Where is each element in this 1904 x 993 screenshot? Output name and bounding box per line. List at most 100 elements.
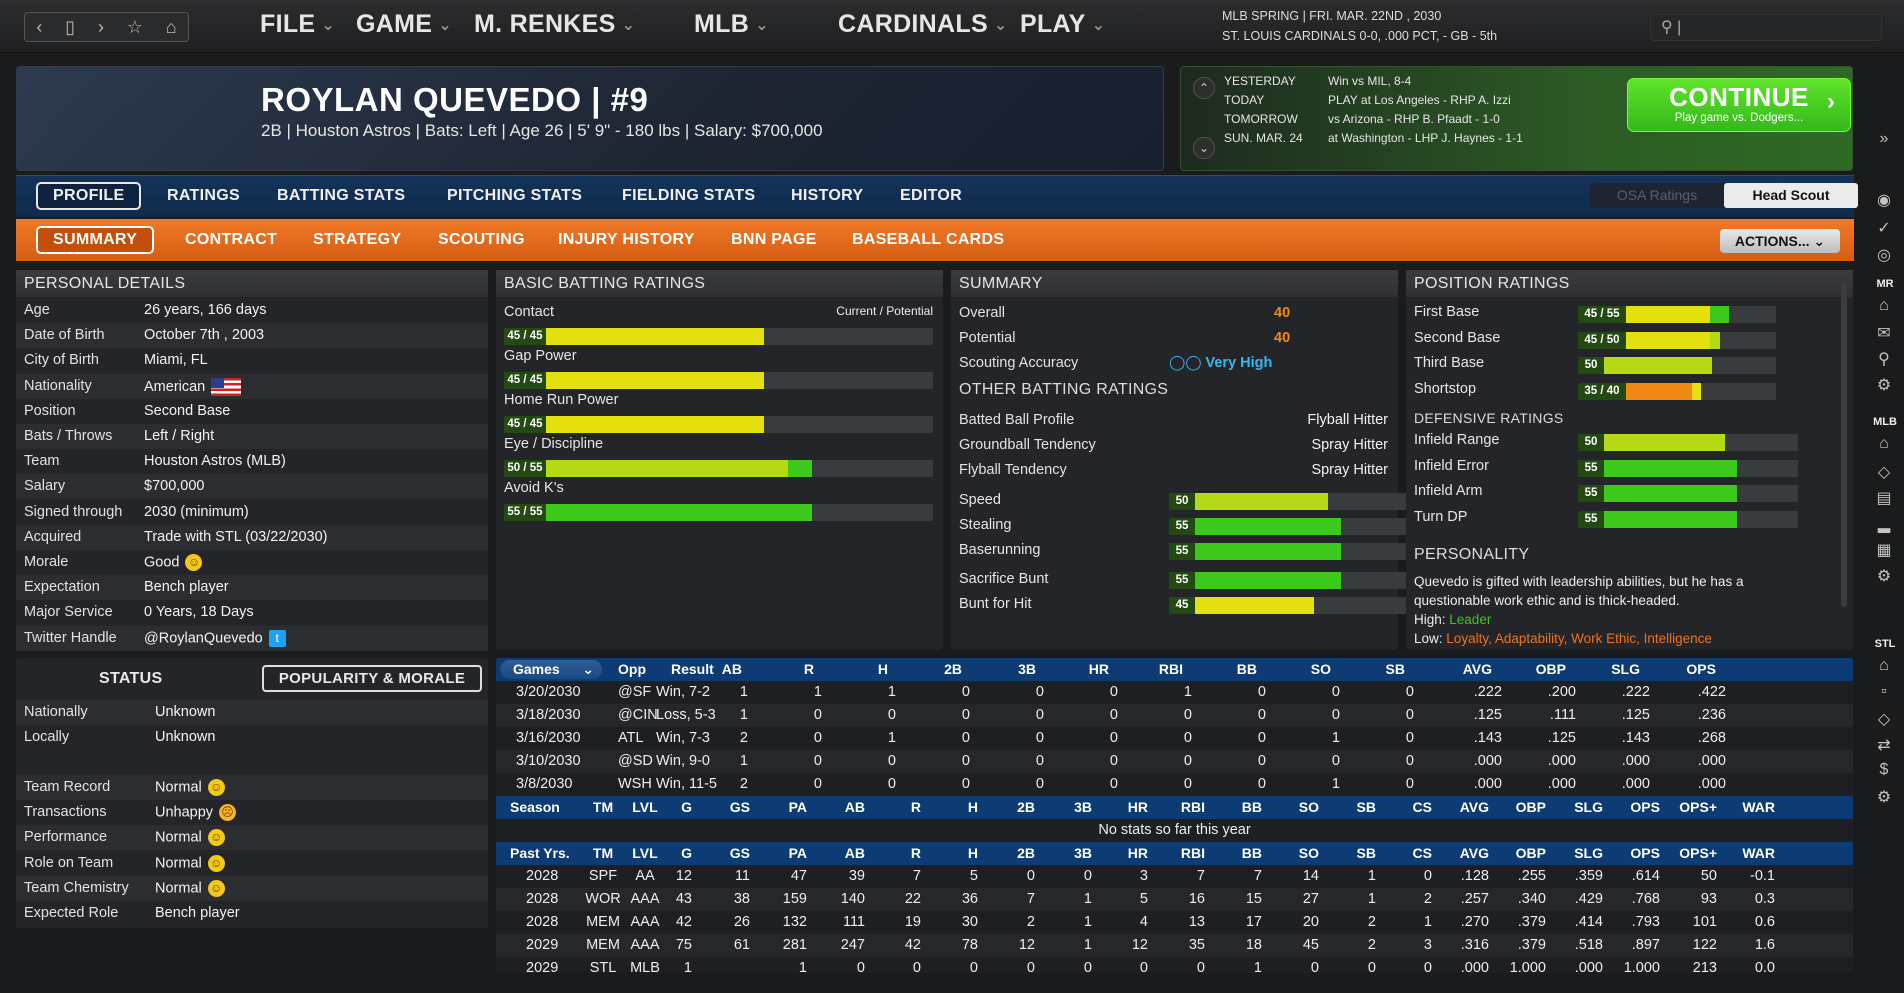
chevron-down-icon[interactable]: ⌄ — [1193, 137, 1215, 159]
home-icon[interactable]: ⌂ — [1879, 435, 1889, 452]
column-header[interactable]: RBI — [1180, 799, 1205, 815]
home-icon[interactable]: ⌂ — [1879, 657, 1889, 674]
column-header[interactable]: R — [803, 661, 814, 677]
column-header[interactable]: SO — [1310, 661, 1331, 677]
vertical-scrollbar[interactable] — [1841, 282, 1847, 607]
column-header[interactable]: BB — [1241, 845, 1262, 861]
column-header[interactable]: GS — [729, 845, 750, 861]
gear-icon[interactable]: ⚙ — [1876, 568, 1892, 585]
column-header[interactable]: 3B — [1018, 661, 1036, 677]
twitter-icon[interactable]: t — [268, 629, 286, 647]
past-year-row[interactable]: 2028 SPF AA 12 11 47 39 7 5 0 0 3 7 7 14 1 0.128.255.359… — [496, 865, 1853, 888]
star-icon[interactable]: ☆ — [126, 16, 143, 37]
column-header[interactable]: SB — [1385, 661, 1405, 677]
column-header[interactable]: R — [910, 845, 921, 861]
mail-icon[interactable]: ✉ — [1877, 325, 1891, 342]
chevron-up-icon[interactable]: ⌃ — [1193, 77, 1215, 99]
menu-mlb[interactable]: MLB ⌄ — [694, 10, 769, 39]
search-input[interactable]: ⚲ | — [1650, 14, 1882, 41]
dollar-icon[interactable]: $ — [1879, 761, 1889, 778]
search-icon[interactable]: ⚲ — [1878, 351, 1890, 368]
back-arrow-icon[interactable]: ‹ — [36, 16, 43, 37]
checkmark-icon[interactable]: ✓ — [1877, 220, 1891, 237]
gear-icon[interactable]: ⚙ — [1876, 377, 1892, 394]
column-header[interactable]: RBI — [1180, 845, 1205, 861]
globe-icon[interactable]: ◎ — [1877, 247, 1891, 264]
head-scout-option[interactable]: Head Scout — [1724, 183, 1858, 208]
column-header[interactable]: TM — [592, 845, 614, 861]
column-header[interactable]: SLG — [1611, 661, 1640, 677]
column-header[interactable]: AVG — [1462, 661, 1492, 677]
game-row[interactable]: 3/20/2030 @SF Win, 7-2 1 1 1 0 0 0 1 0 0 0 .222 .200 .2… — [496, 681, 1853, 704]
game-row[interactable]: 3/8/2030 WSH Win, 11-5 2 0 0 0 0 0 0 0 1 0 .000 .000 .0… — [496, 773, 1853, 796]
actions-button[interactable]: ACTIONS... ⌄ — [1720, 229, 1840, 253]
column-header[interactable]: WAR — [1742, 799, 1775, 815]
column-header[interactable]: SB — [1356, 845, 1376, 861]
forward-arrow-icon[interactable]: › — [97, 16, 104, 37]
column-header[interactable]: OPS — [1630, 845, 1660, 861]
tab-ratings[interactable]: RATINGS — [167, 187, 240, 204]
column-header[interactable]: GS — [729, 799, 750, 815]
games-dropdown[interactable]: Games ⌄ — [500, 660, 602, 679]
tab-editor[interactable]: EDITOR — [900, 187, 962, 204]
tab-pitching-stats[interactable]: PITCHING STATS — [447, 187, 583, 204]
tab-history[interactable]: HISTORY — [791, 187, 864, 204]
column-header[interactable]: H — [967, 799, 978, 815]
tab-strategy[interactable]: STRATEGY — [313, 231, 402, 248]
column-header[interactable]: OBP — [1535, 661, 1566, 677]
diamond-icon[interactable]: ◇ — [1877, 711, 1891, 728]
column-header[interactable]: PA — [788, 845, 807, 861]
menu-file[interactable]: FILE ⌄ — [260, 10, 335, 39]
column-header[interactable]: Result — [671, 661, 714, 677]
osa-ratings-option[interactable]: OSA Ratings — [1616, 187, 1698, 203]
continue-button[interactable]: CONTINUE Play game vs. Dodgers... › — [1627, 78, 1851, 132]
chevron-double-right-icon[interactable]: » — [1879, 130, 1889, 147]
column-header[interactable]: SO — [1298, 845, 1319, 861]
column-header[interactable]: SB — [1356, 799, 1376, 815]
column-header[interactable]: OPS+ — [1679, 799, 1717, 815]
column-header[interactable]: SLG — [1574, 845, 1603, 861]
diamond-icon[interactable]: ◇ — [1877, 464, 1891, 481]
clipboard-icon[interactable]: ▫ — [1881, 683, 1887, 700]
menu-play[interactable]: PLAY ⌄ — [1020, 10, 1105, 39]
lightbulb-icon[interactable]: ◉ — [1877, 192, 1891, 209]
menu-cardinals[interactable]: CARDINALS ⌄ — [838, 10, 1008, 39]
gear-icon[interactable]: ⚙ — [1876, 789, 1892, 806]
page-icon[interactable]: ▯ — [65, 16, 76, 37]
column-header[interactable]: TM — [592, 799, 614, 815]
column-header[interactable]: OPS — [1630, 799, 1660, 815]
column-header[interactable]: 3B — [1074, 799, 1092, 815]
column-header[interactable]: 3B — [1074, 845, 1092, 861]
menu-game[interactable]: GAME ⌄ — [356, 10, 452, 39]
tab-bnn-page[interactable]: BNN PAGE — [731, 231, 817, 248]
column-header[interactable]: SLG — [1574, 799, 1603, 815]
tab-contract[interactable]: CONTRACT — [185, 231, 278, 248]
column-header[interactable]: G — [681, 799, 692, 815]
column-header[interactable]: Past Yrs. — [510, 845, 570, 861]
game-row[interactable]: 3/18/2030 @CIN Loss, 5-3 1 0 0 0 0 0 0 0 0 0 .125 .111… — [496, 704, 1853, 727]
column-header[interactable]: LVL — [632, 799, 658, 815]
column-header[interactable]: CS — [1412, 845, 1432, 861]
column-header[interactable]: AB — [844, 799, 865, 815]
column-header[interactable]: H — [877, 661, 888, 677]
column-header[interactable]: 2B — [1017, 845, 1035, 861]
column-header[interactable]: WAR — [1742, 845, 1775, 861]
column-header[interactable]: LVL — [632, 845, 658, 861]
column-header[interactable]: AVG — [1459, 799, 1489, 815]
id-card-icon[interactable]: ▤ — [1876, 490, 1892, 507]
column-header[interactable]: PA — [788, 799, 807, 815]
menu-manager[interactable]: M. RENKES ⌄ — [474, 10, 635, 39]
column-header[interactable]: AB — [844, 845, 865, 861]
column-header[interactable]: SO — [1298, 799, 1319, 815]
past-year-row[interactable]: 2029 STL MLB 1 1 0 0 0 0 0 0 0 1 0 0 0 .000 1.000 .000 1.00… — [496, 957, 1853, 973]
column-header[interactable]: AB — [721, 661, 742, 677]
past-year-row[interactable]: 2029 MEM AAA 75 61 281 247 42 78 12 1 12 35 18 45 2 3 .31… — [496, 934, 1853, 957]
column-header[interactable]: CS — [1412, 799, 1432, 815]
tab-batting-stats[interactable]: BATTING STATS — [277, 187, 406, 204]
popularity-morale-button[interactable]: POPULARITY & MORALE — [262, 665, 482, 692]
column-header[interactable]: AVG — [1459, 845, 1489, 861]
tab-injury-history[interactable]: INJURY HISTORY — [558, 231, 695, 248]
column-header[interactable]: RBI — [1158, 661, 1183, 677]
column-header[interactable]: BB — [1236, 661, 1257, 677]
bar-chart-icon[interactable]: ▂ — [1877, 516, 1891, 533]
